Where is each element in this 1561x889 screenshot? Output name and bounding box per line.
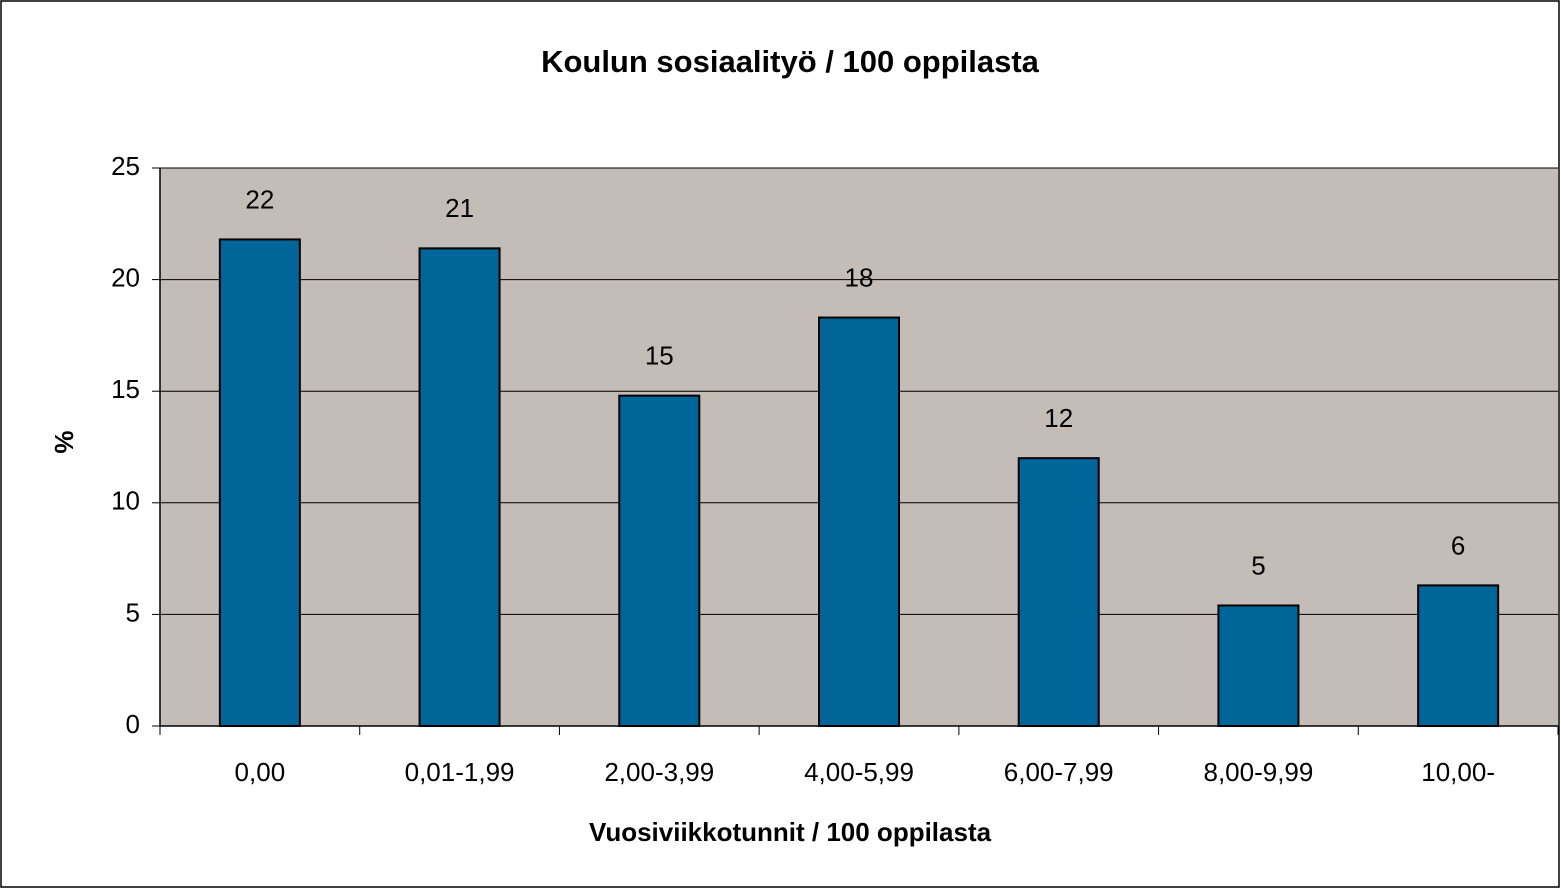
- x-tick-label: 4,00-5,99: [804, 757, 914, 787]
- data-label: 18: [845, 262, 874, 292]
- x-tick-label: 8,00-9,99: [1203, 757, 1313, 787]
- data-label: 5: [1251, 550, 1265, 580]
- x-tick-label: 10,00-: [1421, 757, 1495, 787]
- chart-title: Koulun sosiaalityö / 100 oppilasta: [541, 44, 1040, 79]
- x-tick-label: 0,00: [235, 757, 286, 787]
- data-label: 6: [1451, 530, 1465, 560]
- y-tick-label: 20: [111, 262, 140, 292]
- y-tick-label: 0: [126, 709, 140, 739]
- data-label: 21: [445, 193, 474, 223]
- data-label: 12: [1044, 403, 1073, 433]
- x-axis-title: Vuosiviikkotunnit / 100 oppilasta: [589, 817, 992, 847]
- x-tick-label: 0,01-1,99: [405, 757, 515, 787]
- bar: [618, 394, 701, 727]
- y-tick-label: 10: [111, 486, 140, 516]
- data-label: 22: [245, 184, 274, 214]
- y-tick-label: 15: [111, 374, 140, 404]
- x-tick-label: 2,00-3,99: [604, 757, 714, 787]
- x-tick-label: 6,00-7,99: [1004, 757, 1114, 787]
- bar: [418, 247, 501, 728]
- y-axis-title: %: [49, 430, 79, 453]
- bar: [1017, 457, 1100, 727]
- y-tick-label: 5: [126, 597, 140, 627]
- bar: [818, 316, 900, 727]
- bar: [1217, 604, 1300, 727]
- bar: [218, 238, 301, 727]
- y-tick-label: 25: [111, 151, 140, 181]
- bar: [1417, 584, 1500, 727]
- data-label: 15: [645, 341, 674, 371]
